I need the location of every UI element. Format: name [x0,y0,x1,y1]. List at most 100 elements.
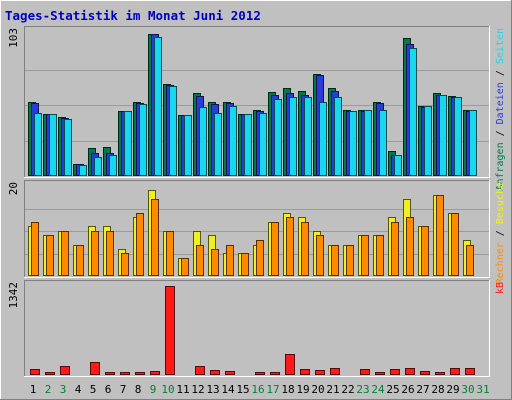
bar-kb [435,372,445,375]
bar-rechner [466,245,474,276]
bar-seiten [184,115,192,176]
bar-kb [465,368,475,375]
day-axis-labels: 1 2 3 4 5 6 7 8 9 10 11 12 13 14 15 16 17 18 19 20 21 22 23 24 2… [30,383,490,396]
bar-seiten [394,155,402,176]
bar-rechner [256,240,264,276]
bar-seiten [469,110,477,176]
bar-rechner [286,217,294,276]
series-axis-label-part: Rechner [495,242,506,284]
series-axis-label-part: Besuche [495,182,506,224]
bar-kb [165,286,175,375]
day-label: 24 [371,383,385,396]
day-label: 8 [135,383,142,396]
bar-rechner [436,195,444,276]
panel-background [24,280,490,377]
day-label: 15 [236,383,249,396]
bar-seiten [364,110,372,176]
bar-kb [60,366,70,375]
bar-kb [285,354,295,375]
day-label: 1 [30,383,37,396]
bar-rechner [391,222,399,276]
bar-kb [300,369,310,375]
bar-rechner [196,245,204,276]
bar-seiten [124,111,132,176]
day-label: 19 [296,383,309,396]
day-label: 18 [281,383,294,396]
chart-panels: 103 Anfragen / Dateien / Seiten 20 Rechner … [7,26,506,377]
bar-seiten [319,102,327,176]
bar-rechner [166,231,174,276]
bar-seiten [229,106,237,176]
series-rechner [31,195,474,276]
day-label: 11 [176,383,189,396]
day-label: 16 [251,383,264,396]
series-kb [30,286,475,375]
bar-rechner [451,213,459,276]
day-label: 31 [476,383,489,396]
day-label: 5 [90,383,97,396]
y-max-label: 20 [7,182,20,195]
day-label: 29 [446,383,459,396]
bar-kb [30,369,40,375]
day-label: 22 [341,383,354,396]
series-axis-label-part: Anfragen [495,142,506,190]
bar-seiten [94,157,102,176]
bar-rechner [91,231,99,276]
bar-seiten [64,119,72,176]
bar-kb [105,372,115,375]
day-label: 2 [45,383,52,396]
day-label: 10 [161,383,174,396]
panel-bottom: 1342 kB [7,280,506,377]
day-label: 6 [105,383,112,396]
panel-top: 103 Anfragen / Dateien / Seiten [7,26,506,191]
bar-rechner [331,245,339,276]
day-label: 13 [206,383,219,396]
series-axis-label: Anfragen / Dateien / Seiten [495,28,506,191]
bar-rechner [61,231,69,276]
bar-rechner [316,235,324,276]
bar-kb [390,369,400,375]
bar-rechner [151,199,159,276]
bar-seiten [289,97,297,176]
series-seiten [34,37,477,176]
bar-seiten [214,113,222,176]
bar-rechner [361,235,369,276]
bar-rechner [181,258,189,276]
bar-seiten [109,155,117,176]
bar-seiten [334,97,342,176]
bar-seiten [199,107,207,176]
chart-title: Tages-Statistik im Monat Juni 2012 [5,8,261,23]
bar-rechner [346,245,354,276]
bar-rechner [211,249,219,276]
bar-kb [270,372,280,375]
day-label: 9 [150,383,157,396]
bar-kb [420,371,430,375]
series-axis-label-part: Seiten [495,28,506,64]
bar-seiten [169,86,177,176]
bar-rechner [226,245,234,276]
bar-rechner [421,226,429,276]
bar-kb [330,368,340,375]
bar-kb [90,362,100,375]
day-label: 23 [356,383,369,396]
day-label: 26 [401,383,414,396]
panel-middle: 20 Rechner / Besuche [7,180,506,284]
bar-seiten [49,114,57,176]
bar-rechner [76,245,84,276]
bar-seiten [379,110,387,176]
bar-rechner [406,217,414,276]
series-axis-label-part: kB [495,282,506,294]
bar-seiten [454,97,462,176]
day-label: 12 [191,383,204,396]
day-label: 30 [461,383,474,396]
bar-kb [150,371,160,375]
y-max-label: 103 [7,28,20,48]
bar-seiten [259,113,267,176]
day-label: 21 [326,383,339,396]
bar-seiten [424,106,432,176]
bar-kb [225,371,235,375]
bar-rechner [106,231,114,276]
series-axis-label-part: / [495,64,506,82]
day-label: 20 [311,383,324,396]
bar-kb [360,369,370,375]
